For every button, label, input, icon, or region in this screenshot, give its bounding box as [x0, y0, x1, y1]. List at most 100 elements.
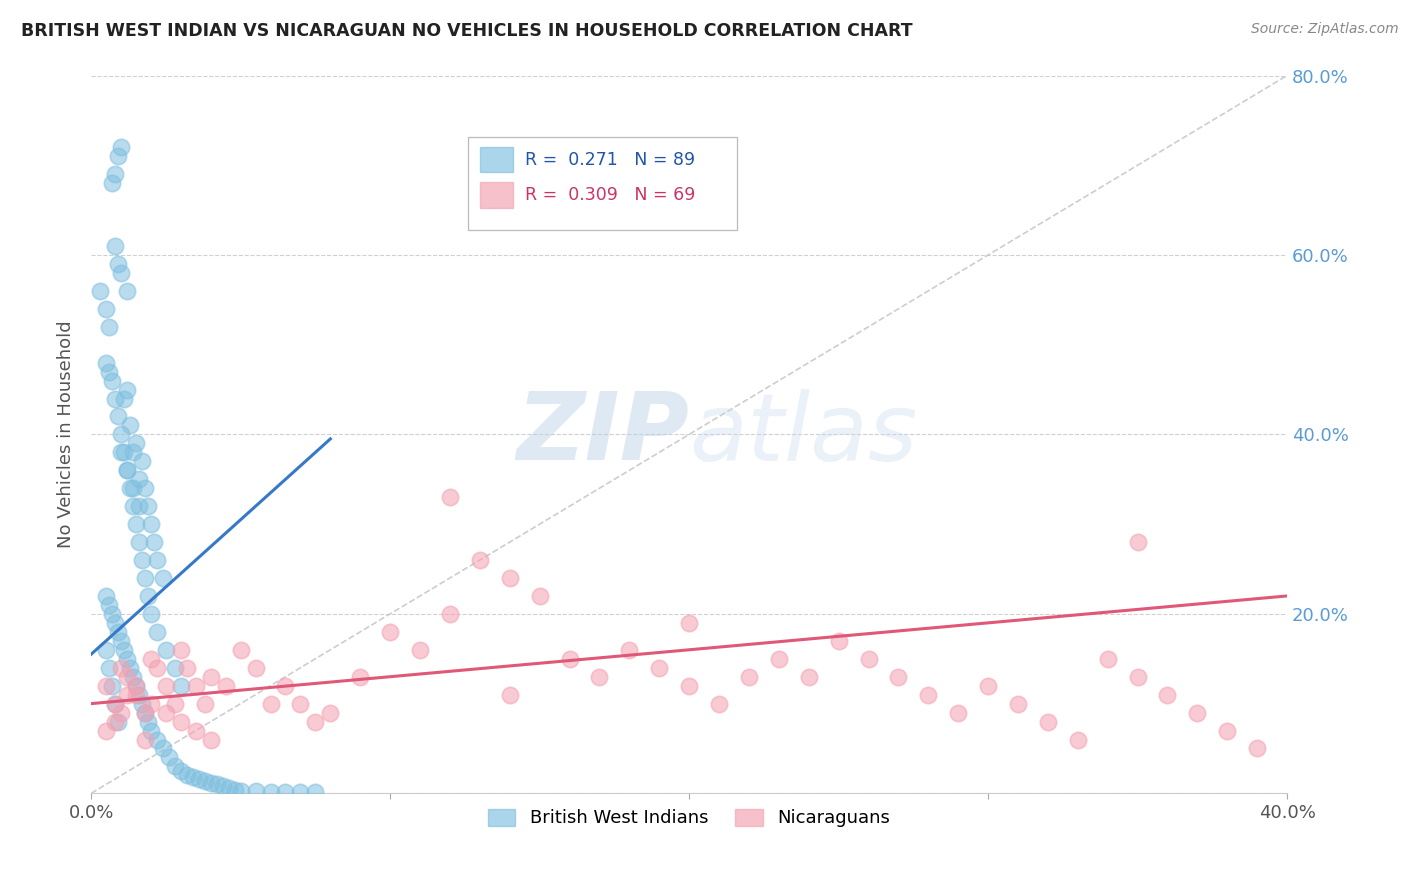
- Point: [229, 783, 252, 797]
- Point: [115, 652, 138, 666]
- Point: [259, 784, 281, 798]
- Text: Source: ZipAtlas.com: Source: ZipAtlas.com: [1251, 22, 1399, 37]
- Point: [218, 780, 240, 795]
- Point: [104, 615, 127, 630]
- Point: [170, 764, 193, 778]
- Point: [1126, 535, 1149, 549]
- Point: [157, 750, 180, 764]
- Point: [887, 670, 910, 684]
- Point: [104, 697, 127, 711]
- Point: [184, 679, 207, 693]
- Point: [319, 706, 342, 720]
- Point: [176, 661, 198, 675]
- Point: [155, 706, 177, 720]
- Point: [1036, 714, 1059, 729]
- Point: [194, 773, 217, 788]
- Point: [738, 670, 761, 684]
- Point: [131, 553, 153, 567]
- Point: [1187, 706, 1209, 720]
- Point: [648, 661, 671, 675]
- Point: [142, 535, 165, 549]
- Point: [211, 779, 233, 793]
- Point: [170, 679, 193, 693]
- Point: [152, 571, 174, 585]
- Point: [98, 661, 121, 675]
- Point: [110, 706, 132, 720]
- Point: [136, 500, 159, 514]
- Point: [104, 239, 127, 253]
- Point: [439, 490, 461, 504]
- Point: [146, 732, 169, 747]
- Point: [409, 642, 432, 657]
- Point: [948, 706, 970, 720]
- Point: [128, 472, 150, 486]
- Point: [139, 697, 162, 711]
- Point: [101, 176, 124, 190]
- Point: [118, 481, 141, 495]
- Point: [110, 140, 132, 154]
- Point: [619, 642, 641, 657]
- Point: [229, 642, 252, 657]
- Point: [134, 732, 156, 747]
- Point: [194, 697, 217, 711]
- Point: [118, 661, 141, 675]
- Point: [122, 670, 145, 684]
- Point: [131, 697, 153, 711]
- Point: [1126, 670, 1149, 684]
- FancyBboxPatch shape: [468, 136, 737, 230]
- Point: [146, 661, 169, 675]
- Point: [163, 661, 186, 675]
- Point: [112, 642, 135, 657]
- Point: [499, 571, 522, 585]
- Point: [128, 500, 150, 514]
- Point: [125, 688, 148, 702]
- Point: [259, 697, 281, 711]
- Point: [378, 624, 401, 639]
- Point: [112, 392, 135, 406]
- Point: [274, 784, 297, 798]
- Point: [797, 670, 820, 684]
- Point: [107, 257, 129, 271]
- Point: [104, 392, 127, 406]
- Point: [136, 714, 159, 729]
- Point: [122, 500, 145, 514]
- Point: [170, 642, 193, 657]
- Point: [304, 714, 326, 729]
- Point: [245, 661, 267, 675]
- Point: [101, 607, 124, 621]
- Point: [163, 697, 186, 711]
- Point: [98, 598, 121, 612]
- Point: [110, 427, 132, 442]
- Point: [1216, 723, 1239, 738]
- Point: [917, 688, 939, 702]
- Point: [146, 624, 169, 639]
- Y-axis label: No Vehicles in Household: No Vehicles in Household: [58, 320, 75, 549]
- Point: [139, 652, 162, 666]
- Point: [558, 652, 581, 666]
- Point: [101, 374, 124, 388]
- Point: [110, 445, 132, 459]
- Point: [110, 633, 132, 648]
- Point: [588, 670, 610, 684]
- Point: [110, 266, 132, 280]
- Text: R =  0.309   N = 69: R = 0.309 N = 69: [526, 186, 696, 204]
- FancyBboxPatch shape: [479, 146, 513, 172]
- Point: [274, 679, 297, 693]
- Point: [104, 167, 127, 181]
- Point: [1246, 741, 1268, 756]
- Point: [94, 642, 117, 657]
- Point: [1156, 688, 1178, 702]
- Point: [139, 723, 162, 738]
- Point: [155, 679, 177, 693]
- Point: [104, 714, 127, 729]
- Point: [224, 782, 246, 797]
- Point: [245, 783, 267, 797]
- Point: [118, 418, 141, 433]
- Point: [125, 517, 148, 532]
- Point: [152, 741, 174, 756]
- Point: [122, 445, 145, 459]
- Legend: British West Indians, Nicaraguans: British West Indians, Nicaraguans: [481, 801, 897, 835]
- Point: [707, 697, 730, 711]
- Point: [134, 706, 156, 720]
- Text: R =  0.271   N = 89: R = 0.271 N = 89: [526, 151, 696, 169]
